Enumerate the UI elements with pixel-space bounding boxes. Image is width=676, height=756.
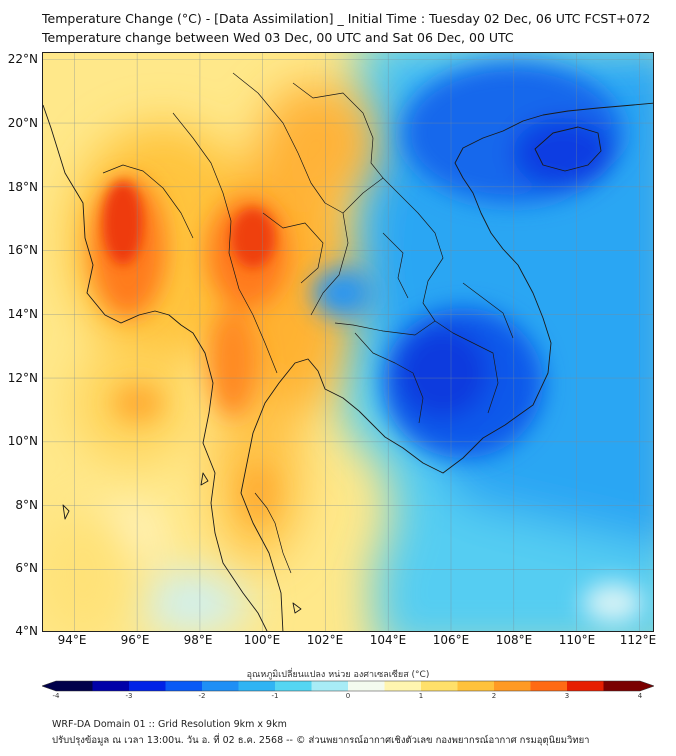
lon-label-102: 102°E bbox=[306, 633, 344, 647]
colorbar bbox=[42, 680, 654, 692]
colorbar-cell bbox=[603, 681, 654, 691]
lon-label-96: 96°E bbox=[120, 633, 150, 647]
colorbar-tick-label: -4 bbox=[52, 692, 60, 700]
colorbar-cell bbox=[165, 681, 203, 691]
lon-label-112: 112°E bbox=[619, 633, 657, 647]
lon-label-108: 108°E bbox=[495, 633, 533, 647]
colorbar-tick-label: 1 bbox=[418, 692, 424, 700]
lon-label-98: 98°E bbox=[183, 633, 213, 647]
lon-label-104: 104°E bbox=[369, 633, 407, 647]
colorbar-cell bbox=[238, 681, 276, 691]
lat-label-22: 22°N bbox=[7, 52, 38, 66]
colorbar-cell bbox=[567, 681, 604, 691]
colorbar-cell bbox=[457, 681, 495, 691]
lon-label-94: 94°E bbox=[57, 633, 87, 647]
lat-label-12: 12°N bbox=[7, 371, 38, 385]
graticule bbox=[43, 53, 653, 631]
lat-label-8: 8°N bbox=[15, 498, 38, 512]
colorbar-cell bbox=[92, 681, 130, 691]
lat-label-10: 10°N bbox=[7, 434, 38, 448]
lat-label-4: 4°N bbox=[15, 624, 38, 638]
country-borders bbox=[102, 72, 514, 574]
colorbar-cell bbox=[202, 681, 239, 691]
lat-label-6: 6°N bbox=[15, 561, 38, 575]
colorbar-cell bbox=[348, 681, 385, 691]
title-line-2: Temperature change between Wed 03 Dec, 0… bbox=[42, 30, 514, 45]
footer-model-info: WRF-DA Domain 01 :: Grid Resolution 9km … bbox=[52, 719, 287, 730]
lat-label-20: 20°N bbox=[7, 116, 38, 130]
colorbar-tick-label: -3 bbox=[125, 692, 133, 700]
temperature-change-map bbox=[42, 52, 654, 632]
colorbar-tick-label: 3 bbox=[564, 692, 570, 700]
lat-label-18: 18°N bbox=[7, 180, 38, 194]
lon-label-110: 110°E bbox=[558, 633, 596, 647]
cold-cores bbox=[313, 63, 643, 623]
lat-label-16: 16°N bbox=[7, 243, 38, 257]
lon-label-106: 106°E bbox=[432, 633, 470, 647]
colorbar-cell bbox=[494, 681, 531, 691]
colorbar-tick-label: 4 bbox=[637, 692, 643, 700]
colorbar-cell bbox=[42, 681, 93, 691]
footer-credit: ปรับปรุงข้อมูล ณ เวลา 13:00น. วัน อ. ที่… bbox=[52, 735, 590, 746]
colorbar-tick-label: -1 bbox=[271, 692, 279, 700]
colorbar-tick-label: 2 bbox=[491, 692, 497, 700]
colorbar-title: อุณหภูมิเปลี่ยนแปลง หน่วย องศาเซลเซียส (… bbox=[246, 670, 430, 680]
colorbar-tick-label: -2 bbox=[198, 692, 206, 700]
colorbar-cell bbox=[421, 681, 458, 691]
lon-label-100: 100°E bbox=[243, 633, 281, 647]
title-line-1: Temperature Change (°C) - [Data Assimila… bbox=[42, 11, 651, 26]
colorbar-cell bbox=[311, 681, 349, 691]
colorbar-cell bbox=[384, 681, 422, 691]
colorbar-tick-label: 0 bbox=[345, 692, 351, 700]
colorbar-cell bbox=[275, 681, 312, 691]
colorbar-cell bbox=[530, 681, 568, 691]
coastlines bbox=[43, 102, 653, 631]
colorbar-outline bbox=[42, 680, 654, 692]
lat-label-14: 14°N bbox=[7, 307, 38, 321]
colorbar-cell bbox=[129, 681, 166, 691]
